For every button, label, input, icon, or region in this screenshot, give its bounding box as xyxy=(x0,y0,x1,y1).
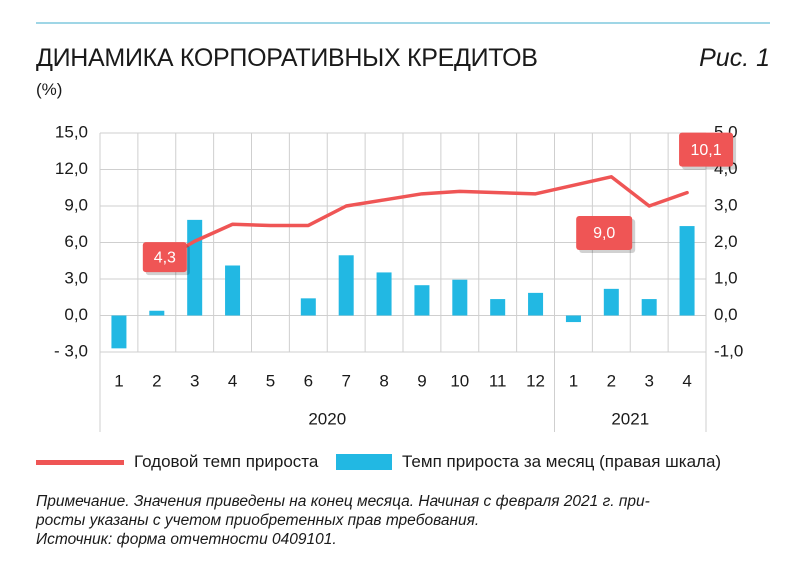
monthly-growth-bar xyxy=(111,315,127,349)
callout-label: 10,1 xyxy=(690,142,721,159)
monthly-growth-bar xyxy=(490,299,506,316)
callout-label: 9,0 xyxy=(593,225,615,242)
monthly-growth-bar xyxy=(565,315,581,323)
source-line: Источник: форма отчетности 0409101. xyxy=(36,531,337,548)
legend-bar-label: Темп прироста за месяц (правая шкала) xyxy=(402,452,722,471)
month-label: 1 xyxy=(114,371,123,390)
unit-label: (%) xyxy=(36,80,63,99)
month-label: 1 xyxy=(569,371,578,390)
month-label: 12 xyxy=(526,371,545,390)
year-label: 2021 xyxy=(611,409,649,428)
right-tick-label: 1,0 xyxy=(714,268,738,287)
month-label: 2 xyxy=(152,371,161,390)
note-line-1: Примечание. Значения приведены на конец … xyxy=(36,493,650,510)
month-label: 9 xyxy=(417,371,426,390)
monthly-growth-bar xyxy=(414,285,430,316)
chart-area: - 3,0 0,0 3,0 6,0 9,0 12,0 15,0 -1,0 0,0 1,0 2,0 3,… xyxy=(54,122,743,432)
legend-line-label: Годовой темп прироста xyxy=(134,452,319,471)
note-line-2: росты указаны с учетом приобретенных пра… xyxy=(36,512,480,529)
chart-title: ДИНАМИКА КОРПОРАТИВНЫХ КРЕДИТОВ xyxy=(36,44,538,72)
left-tick-label: 3,0 xyxy=(64,268,88,287)
month-label: 4 xyxy=(228,371,237,390)
right-tick-label: 0,0 xyxy=(714,305,738,324)
month-label: 4 xyxy=(682,371,691,390)
legend-item-bar: Темп прироста за месяц (правая шкала) xyxy=(336,452,721,472)
month-label: 8 xyxy=(379,371,388,390)
legend: Годовой темп прироста Темп прироста за м… xyxy=(36,452,776,482)
month-label: 7 xyxy=(341,371,350,390)
month-label: 3 xyxy=(644,371,653,390)
monthly-growth-bar xyxy=(300,298,316,316)
callout-label: 4,3 xyxy=(154,249,176,266)
left-tick-label: 0,0 xyxy=(64,305,88,324)
month-label: 3 xyxy=(190,371,199,390)
left-tick-label: 6,0 xyxy=(64,232,88,251)
left-tick-label: - 3,0 xyxy=(54,341,88,360)
left-tick-label: 9,0 xyxy=(64,195,88,214)
monthly-growth-bar xyxy=(679,226,695,316)
year-label: 2020 xyxy=(308,409,346,428)
right-tick-label: -1,0 xyxy=(714,341,743,360)
figure-label: Рис. 1 xyxy=(699,44,770,72)
footnote: Примечание. Значения приведены на конец … xyxy=(36,492,776,549)
callout-box xyxy=(679,132,734,167)
annual-growth-line xyxy=(155,175,689,265)
monthly-growth-bar xyxy=(376,272,392,316)
month-label: 5 xyxy=(266,371,275,390)
month-label: 11 xyxy=(489,371,507,390)
monthly-growth-bar xyxy=(641,299,657,316)
monthly-growth-bar xyxy=(452,279,468,316)
legend-line-swatch xyxy=(36,459,124,465)
month-label: 6 xyxy=(304,371,313,390)
top-divider xyxy=(36,22,770,24)
right-tick-label: 2,0 xyxy=(714,232,738,251)
month-label: 10 xyxy=(450,371,469,390)
left-tick-label: 12,0 xyxy=(55,159,88,178)
monthly-growth-bar xyxy=(603,288,619,316)
callout-box xyxy=(576,216,633,250)
monthly-growth-bar xyxy=(149,310,165,316)
month-label: 2 xyxy=(607,371,616,390)
legend-bar-swatch xyxy=(336,454,392,470)
legend-item-line: Годовой темп прироста xyxy=(36,452,318,472)
callout-box xyxy=(142,242,187,273)
monthly-growth-bar xyxy=(225,265,241,316)
monthly-growth-bar xyxy=(528,292,544,316)
left-tick-label: 15,0 xyxy=(55,122,88,141)
right-tick-label: 3,0 xyxy=(714,195,738,214)
monthly-growth-bar xyxy=(338,255,354,316)
